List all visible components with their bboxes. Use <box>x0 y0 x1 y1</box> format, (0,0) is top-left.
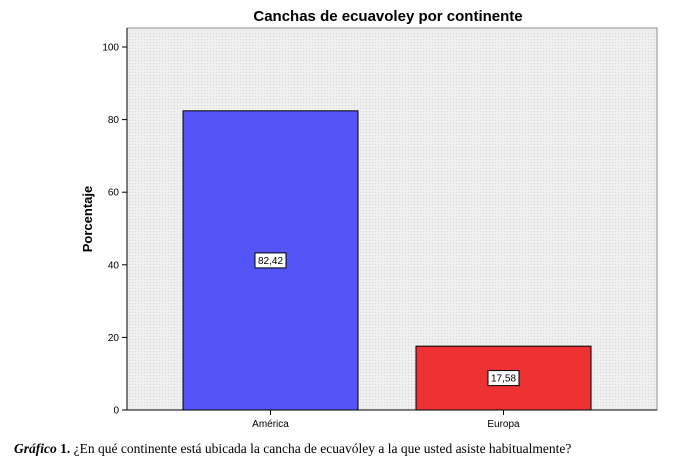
x-tick-label: América <box>252 419 289 430</box>
data-label: 82,42 <box>258 256 283 267</box>
caption-number: 1. <box>56 441 71 456</box>
chart-title: Canchas de ecuavoley por continente <box>253 8 522 25</box>
y-tick-label: 60 <box>108 188 120 199</box>
bars: 82,42 17,58 <box>182 110 592 411</box>
bar-chart: Canchas de ecuavoley por continente 0 20 4… <box>80 8 658 430</box>
y-tick-label: 20 <box>108 333 120 344</box>
x-axis: América Europa <box>127 409 657 430</box>
y-tick-label: 40 <box>108 260 120 271</box>
y-axis-label: Porcentaje <box>80 186 95 252</box>
caption-label: Gráfico <box>14 441 57 456</box>
caption-text: ¿En qué continente está ubicada la canch… <box>70 441 572 456</box>
y-tick-label: 0 <box>113 406 119 417</box>
y-tick-label: 80 <box>108 115 120 126</box>
x-tick-label: Europa <box>487 419 520 430</box>
data-label-box <box>487 370 520 387</box>
figure-caption: Gráfico 1. ¿En qué continente está ubica… <box>14 441 694 457</box>
data-label-box <box>254 252 287 269</box>
y-tick-label: 100 <box>102 43 119 54</box>
y-axis: 0 20 40 60 80 100 <box>102 28 128 417</box>
data-label: 17,58 <box>491 374 516 385</box>
